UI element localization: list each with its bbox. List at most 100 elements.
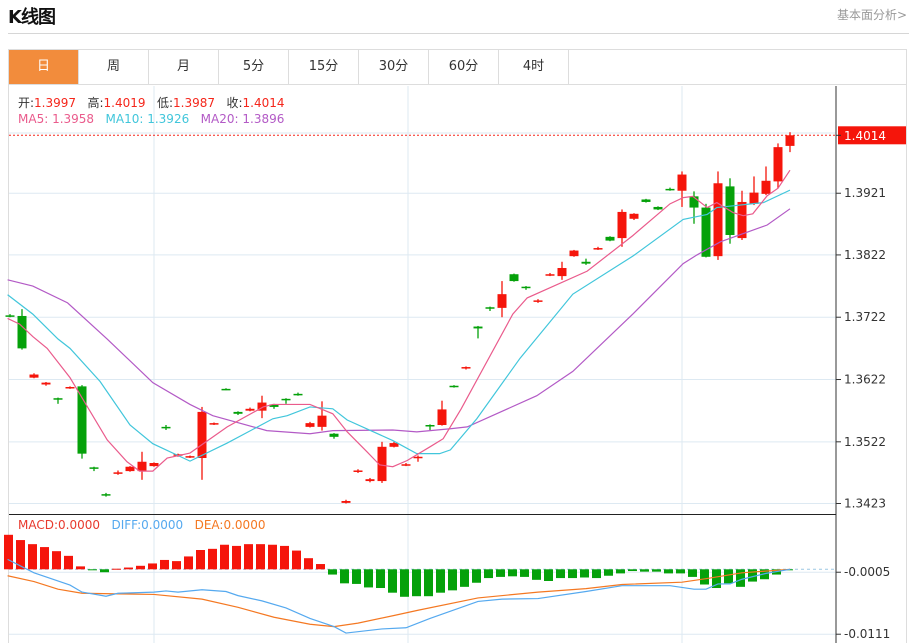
ohlc-legend: 开:1.3997 高:1.4019 低:1.3987 收:1.4014 [18,94,285,111]
macd-bar [412,569,421,597]
ma10-value: 1.3926 [147,112,190,126]
macd-bar [64,555,73,570]
candle-down [221,388,231,391]
macd-bar [196,550,205,570]
candle-up [533,300,543,302]
ma20-line [7,208,791,435]
macd-bar [292,550,301,570]
price-tick-label: 1.3522 [844,435,886,449]
candle-up [197,411,207,459]
low-label: 低: [157,96,174,110]
macd-bar [304,558,313,570]
period-tabs: 日 周 月 5分 15分 30分 60分 4时 [8,49,907,85]
macd-bar [364,569,373,588]
candle-down [329,433,339,437]
macd-bar [316,564,325,570]
tab-day[interactable]: 日 [9,50,79,84]
candle-up [617,211,627,239]
macd-bar [736,569,745,587]
candle-up [137,461,147,472]
high-value: 1.4019 [103,96,146,110]
candle-up [569,250,579,257]
macd-bar [520,569,529,577]
candle-down [449,385,459,388]
macd-bar [148,563,157,570]
tab-60min[interactable]: 60分 [429,50,499,84]
candle-down [101,494,111,496]
macd-bar [88,569,97,571]
diff-line [7,558,791,634]
candle-up [761,180,771,194]
macd-bar [460,569,469,587]
macd-bar [484,569,493,579]
macd-bar [436,569,445,593]
macd-bar [352,569,361,584]
candle-up [377,446,387,482]
macd-bar [508,569,517,577]
price-tick-label: 1.3822 [844,248,886,262]
macd-bar [556,569,565,579]
chart-frame [8,85,907,643]
candle-up [113,472,123,474]
candle-down [53,398,63,400]
macd-bar [328,569,337,575]
candle-down [17,315,27,349]
candle-down [77,386,87,454]
candle-up [437,409,447,425]
tab-month[interactable]: 月 [149,50,219,84]
macd-bar [232,545,241,570]
macd-histogram [4,534,836,597]
candle-down [605,236,615,241]
macd-tick-label: -0.0111 [844,627,890,641]
tab-30min[interactable]: 30分 [359,50,429,84]
macd-bar [16,540,25,570]
macd-bar [604,569,613,576]
ma5-value: 1.3958 [52,112,95,126]
candle-down [485,307,495,309]
fundamental-analysis-link[interactable]: 基本面分析> [836,8,907,22]
ma10-line [7,189,791,462]
ma20-label: MA20: [200,112,243,126]
candle-up [365,479,375,482]
candle-up [245,408,255,411]
price-tick-label: 1.3722 [844,310,886,324]
macd-bar [676,569,685,574]
candle-up [209,423,219,425]
candle-up [785,135,795,146]
macd-bar [496,569,505,577]
candle-up [749,192,759,204]
macd-bar [280,545,289,570]
macd-bar [28,544,37,570]
macd-bar [628,569,637,572]
low-value: 1.3987 [173,96,216,110]
candle-up [305,423,315,427]
tab-5min[interactable]: 5分 [219,50,289,84]
macd-bar [40,547,49,570]
tab-15min[interactable]: 15分 [289,50,359,84]
macd-bar [244,544,253,570]
last-price-badge [838,126,906,145]
candle-up [629,213,639,219]
price-axis: 1.3423 1.3522 1.3622 1.3722 1.3822 1.3921 -0.0… [9,86,906,643]
macd-bar [544,569,553,581]
macd-bar [52,551,61,570]
macd-bar [724,569,733,584]
candle-down [233,411,243,414]
candle-up [545,274,555,276]
macd-bar [124,567,133,570]
candle-up [677,174,687,191]
open-value: 1.3997 [34,96,77,110]
macd-bar [400,569,409,597]
macd-bar [424,569,433,597]
candle-down [653,206,663,210]
candle-up [29,374,39,378]
macd-bar [700,569,709,585]
candle-up [401,464,411,466]
candle-up [737,201,747,239]
candle-up [353,470,363,472]
close-value: 1.4014 [242,96,285,110]
dea-line [7,568,791,628]
tab-week[interactable]: 周 [79,50,149,84]
tab-4hour[interactable]: 4时 [499,50,569,84]
